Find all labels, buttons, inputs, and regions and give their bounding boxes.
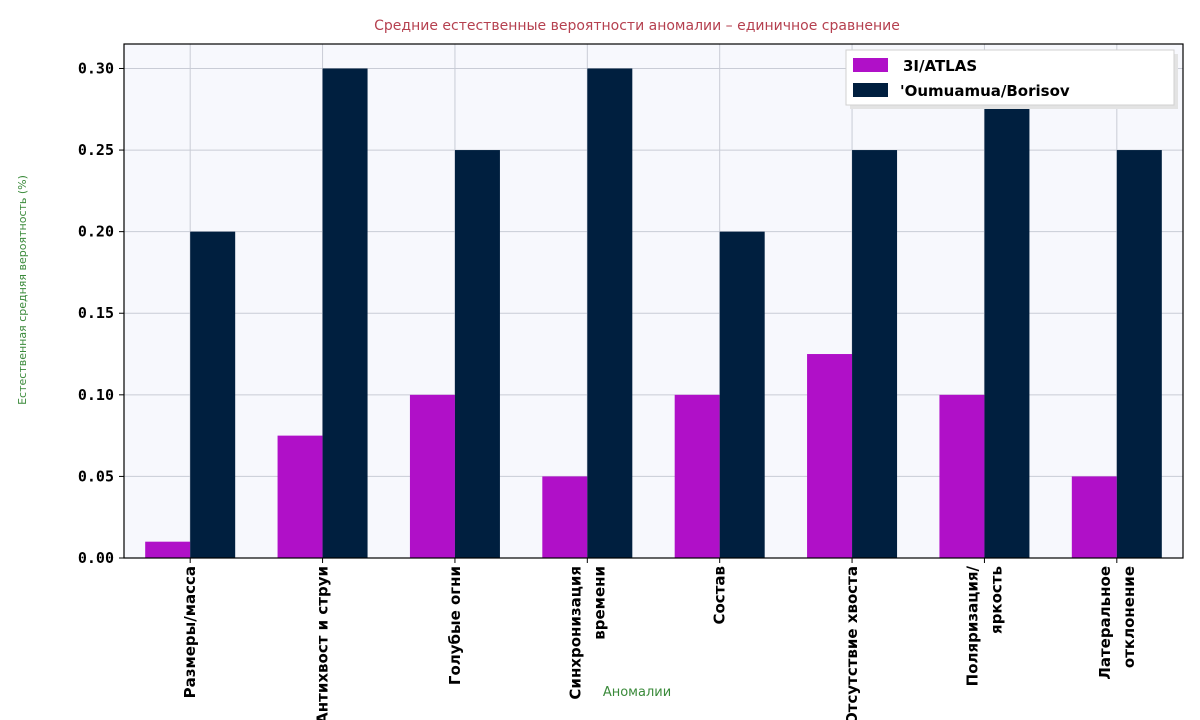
legend-swatch — [853, 58, 888, 72]
legend-label: 'Oumuamua/Borisov — [900, 82, 1070, 100]
y-tick-label: 0.30 — [78, 59, 114, 77]
x-tick-label: Поляризация/ — [963, 565, 981, 686]
x-tick-label: отклонение — [1120, 566, 1138, 668]
x-tick-label: Отсутствие хвоста — [843, 566, 861, 720]
bar-oumuamua-borisov — [454, 150, 500, 559]
bar-oumuamua-borisov — [719, 231, 765, 558]
bar-atlas — [939, 394, 985, 558]
bar-oumuamua-borisov — [322, 68, 368, 558]
y-tick-label: 0.20 — [78, 223, 114, 241]
bar-atlas — [542, 476, 588, 558]
legend: 3I/ATLAS 'Oumuamua/Borisov — [845, 49, 1178, 109]
legend-box — [845, 49, 1175, 106]
chart-title: Средние естественные вероятности аномали… — [374, 18, 900, 34]
x-axis-ticks: Размеры/масса Антихвост и струи Голубые ог… — [181, 558, 1138, 720]
bar-atlas — [807, 354, 853, 558]
bar-oumuamua-borisov — [587, 68, 633, 558]
x-tick-label: времени — [590, 566, 608, 640]
bar-atlas — [674, 394, 720, 558]
bar-oumuamua-borisov — [852, 150, 898, 559]
x-tick-label: Латеральное — [1096, 566, 1114, 680]
bar-atlas — [277, 435, 323, 558]
x-tick-label: Голубые огни — [446, 566, 464, 685]
bar-oumuamua-borisov — [984, 101, 1030, 558]
bar-atlas — [1071, 476, 1117, 558]
y-tick-label: 0.10 — [78, 386, 114, 404]
y-tick-label: 0.05 — [78, 467, 114, 485]
bar-oumuamua-borisov — [1116, 150, 1162, 559]
y-tick-label: 0.25 — [78, 141, 114, 159]
legend-swatch — [853, 83, 888, 97]
x-axis-label: Аномалии — [603, 685, 671, 700]
y-axis-ticks: 0.00 0.05 0.10 0.15 0.20 0.25 0.30 — [78, 59, 124, 567]
legend-label: 3I/ATLAS — [903, 57, 977, 75]
x-tick-label: Размеры/масса — [181, 566, 199, 698]
x-tick-label: яркость — [987, 566, 1005, 634]
y-tick-label: 0.15 — [78, 304, 114, 322]
y-tick-label: 0.00 — [78, 549, 114, 567]
bars — [145, 68, 1162, 559]
plot-frame — [123, 43, 1184, 559]
x-tick-label: Антихвост и струи — [314, 566, 332, 720]
bar-atlas — [409, 394, 455, 558]
y-axis-label: Естественная средняя вероятность (%) — [16, 175, 29, 405]
x-tick-label: Синхронизация — [566, 566, 584, 700]
bar-atlas — [145, 541, 191, 558]
x-tick-label: Состав — [711, 566, 729, 625]
bar-oumuamua-borisov — [190, 231, 236, 558]
